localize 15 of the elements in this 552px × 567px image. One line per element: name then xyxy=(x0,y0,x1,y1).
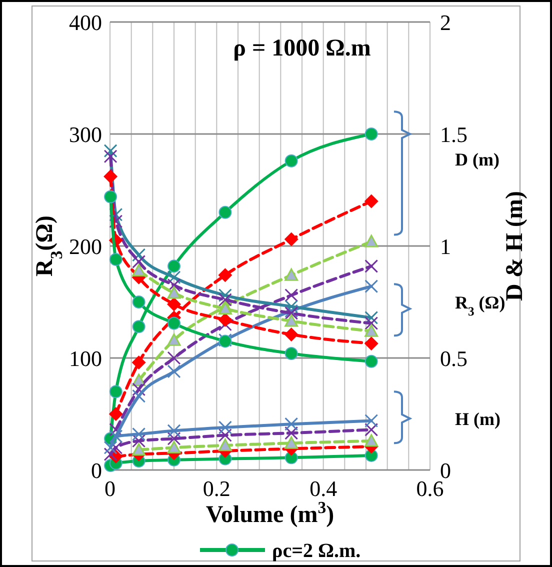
y2-tick-label: 0 xyxy=(440,458,451,483)
annotation: ρ = 1000 Ω.m xyxy=(233,36,371,62)
text: D (m) xyxy=(455,149,500,170)
legend-label: ρc=2 Ω.m. xyxy=(272,540,361,562)
y-tick-label: 100 xyxy=(69,346,102,371)
y-tick-label: 400 xyxy=(69,10,102,35)
y2-tick-label: 0.5 xyxy=(440,346,468,371)
y-tick-label: 300 xyxy=(69,122,102,147)
y-tick-label: 200 xyxy=(69,234,102,259)
text: H (m) xyxy=(455,409,500,430)
y2-tick-label: 1.5 xyxy=(440,122,468,147)
y2-tick-label: 1 xyxy=(440,234,451,259)
y2-tick-label: 2 xyxy=(440,10,451,35)
y-tick-label: 0 xyxy=(91,458,102,483)
text: R$_{3}$ (Ω) xyxy=(455,292,506,319)
